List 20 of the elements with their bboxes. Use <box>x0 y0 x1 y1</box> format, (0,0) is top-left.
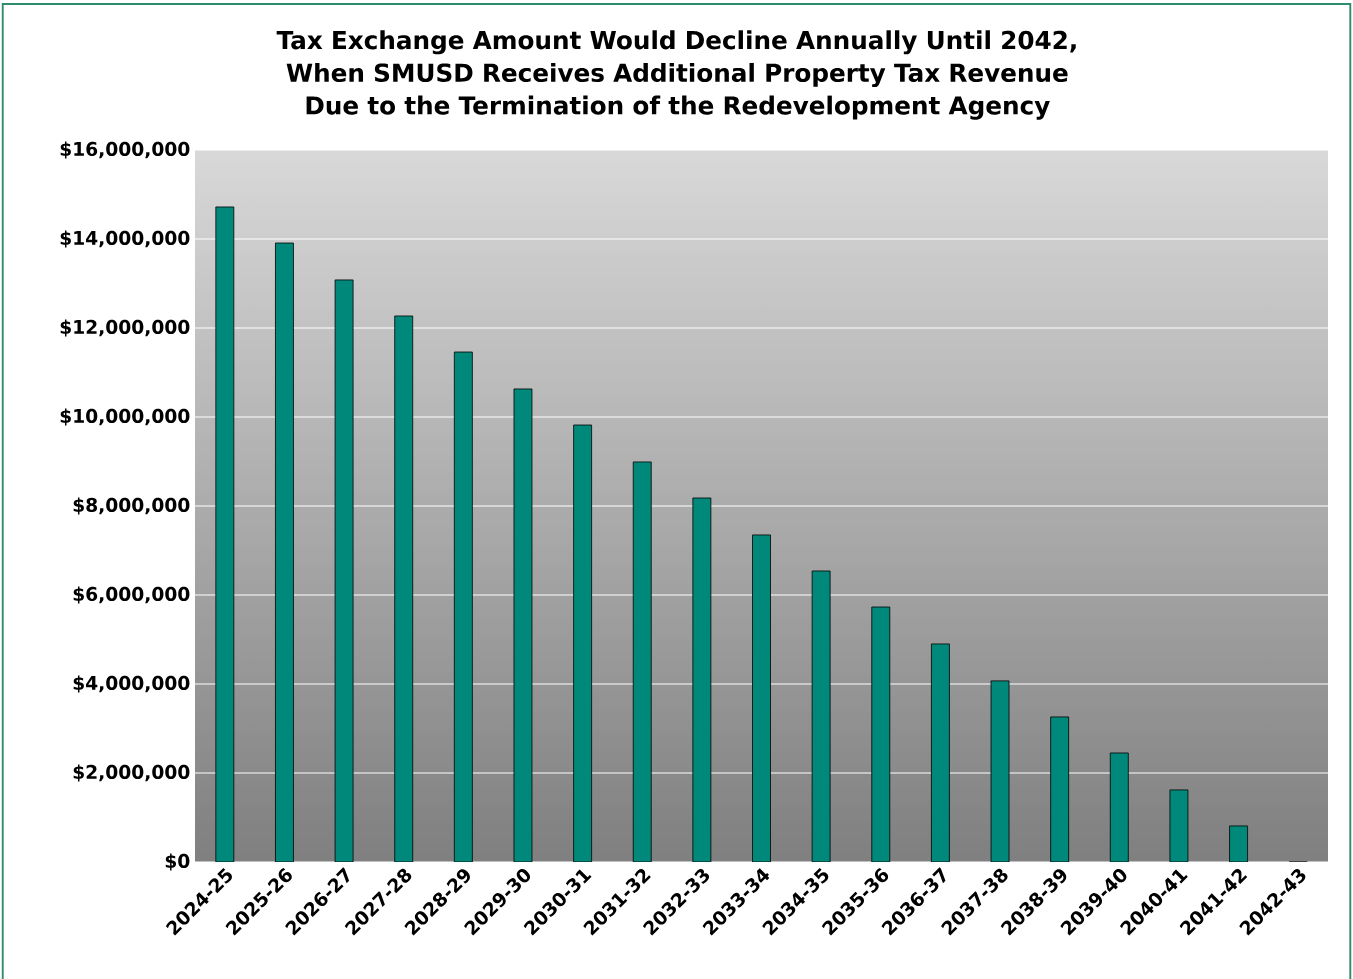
y-tick-label: $12,000,000 <box>60 319 190 337</box>
y-tick-label: $4,000,000 <box>73 675 190 693</box>
y-tick-label: $10,000,000 <box>60 408 190 426</box>
bar <box>573 424 593 862</box>
bar <box>275 242 294 862</box>
y-tick-label: $2,000,000 <box>73 764 190 782</box>
y-tick-label: $16,000,000 <box>60 141 190 159</box>
bar <box>215 206 235 862</box>
bar <box>632 461 652 862</box>
bar <box>394 315 414 862</box>
bar <box>1109 752 1129 862</box>
bar <box>931 643 950 862</box>
bar <box>871 606 891 862</box>
bar <box>1050 716 1070 862</box>
bar <box>453 351 473 862</box>
bar <box>752 534 771 862</box>
y-tick-label: $8,000,000 <box>73 497 190 515</box>
y-tick-label: $6,000,000 <box>73 586 190 604</box>
y-tick-label: $14,000,000 <box>60 230 190 248</box>
chart-title: Tax Exchange Amount Would Decline Annually Until 2042, When SMUSD Receives Additional Property Tax Revenue Due to the Termination of the Redevelopment Agency <box>276 30 1076 120</box>
